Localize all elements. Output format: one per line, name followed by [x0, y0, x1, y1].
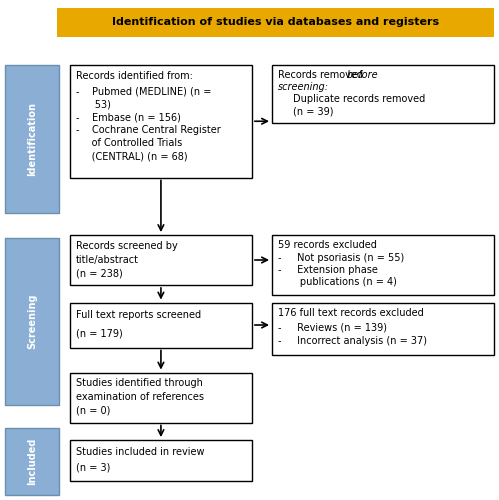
Text: screening:: screening: — [278, 82, 329, 92]
Bar — [272, 235, 494, 295]
Bar — [5, 65, 59, 212]
Text: publications (n = 4): publications (n = 4) — [278, 277, 397, 287]
Text: (n = 0): (n = 0) — [76, 406, 110, 415]
Text: -     Incorrect analysis (n = 37): - Incorrect analysis (n = 37) — [278, 336, 427, 345]
Text: Records identified from:: Records identified from: — [76, 71, 193, 81]
Text: -     Extension phase: - Extension phase — [278, 265, 378, 275]
Bar — [70, 235, 252, 285]
Text: title/abstract: title/abstract — [76, 255, 139, 265]
Bar — [57, 8, 494, 36]
Bar — [70, 65, 252, 178]
Bar — [70, 302, 252, 348]
Text: 176 full text records excluded: 176 full text records excluded — [278, 308, 424, 318]
Text: (CENTRAL) (n = 68): (CENTRAL) (n = 68) — [76, 151, 188, 161]
Text: of Controlled Trials: of Controlled Trials — [76, 138, 182, 148]
Text: examination of references: examination of references — [76, 392, 204, 402]
Text: 53): 53) — [76, 99, 111, 109]
Bar — [5, 428, 59, 495]
Text: Screening: Screening — [27, 294, 37, 349]
Text: Records removed: Records removed — [278, 70, 366, 80]
Text: Identification: Identification — [27, 102, 37, 176]
Text: (n = 179): (n = 179) — [76, 328, 123, 338]
Text: (n = 238): (n = 238) — [76, 268, 123, 278]
Text: -    Pubmed (MEDLINE) (n =: - Pubmed (MEDLINE) (n = — [76, 86, 211, 96]
Text: Studies identified through: Studies identified through — [76, 378, 203, 388]
Text: -    Cochrane Central Register: - Cochrane Central Register — [76, 125, 221, 135]
Text: (n = 39): (n = 39) — [293, 106, 333, 116]
Text: Studies included in review: Studies included in review — [76, 446, 205, 456]
Text: -    Embase (n = 156): - Embase (n = 156) — [76, 112, 181, 122]
Text: Records screened by: Records screened by — [76, 240, 178, 250]
Text: Included: Included — [27, 438, 37, 485]
Text: Identification of studies via databases and registers: Identification of studies via databases … — [112, 17, 439, 27]
Text: before: before — [347, 70, 378, 80]
Text: -     Not psoriasis (n = 55): - Not psoriasis (n = 55) — [278, 253, 404, 263]
Bar — [70, 372, 252, 422]
Text: -     Reviews (n = 139): - Reviews (n = 139) — [278, 322, 387, 332]
Text: Full text reports screened: Full text reports screened — [76, 310, 201, 320]
Bar — [272, 65, 494, 122]
Text: 59 records excluded: 59 records excluded — [278, 240, 377, 250]
Bar — [70, 440, 252, 481]
Text: (n = 3): (n = 3) — [76, 463, 110, 473]
Bar — [5, 238, 59, 405]
Text: Duplicate records removed: Duplicate records removed — [293, 94, 425, 104]
Bar — [272, 302, 494, 355]
